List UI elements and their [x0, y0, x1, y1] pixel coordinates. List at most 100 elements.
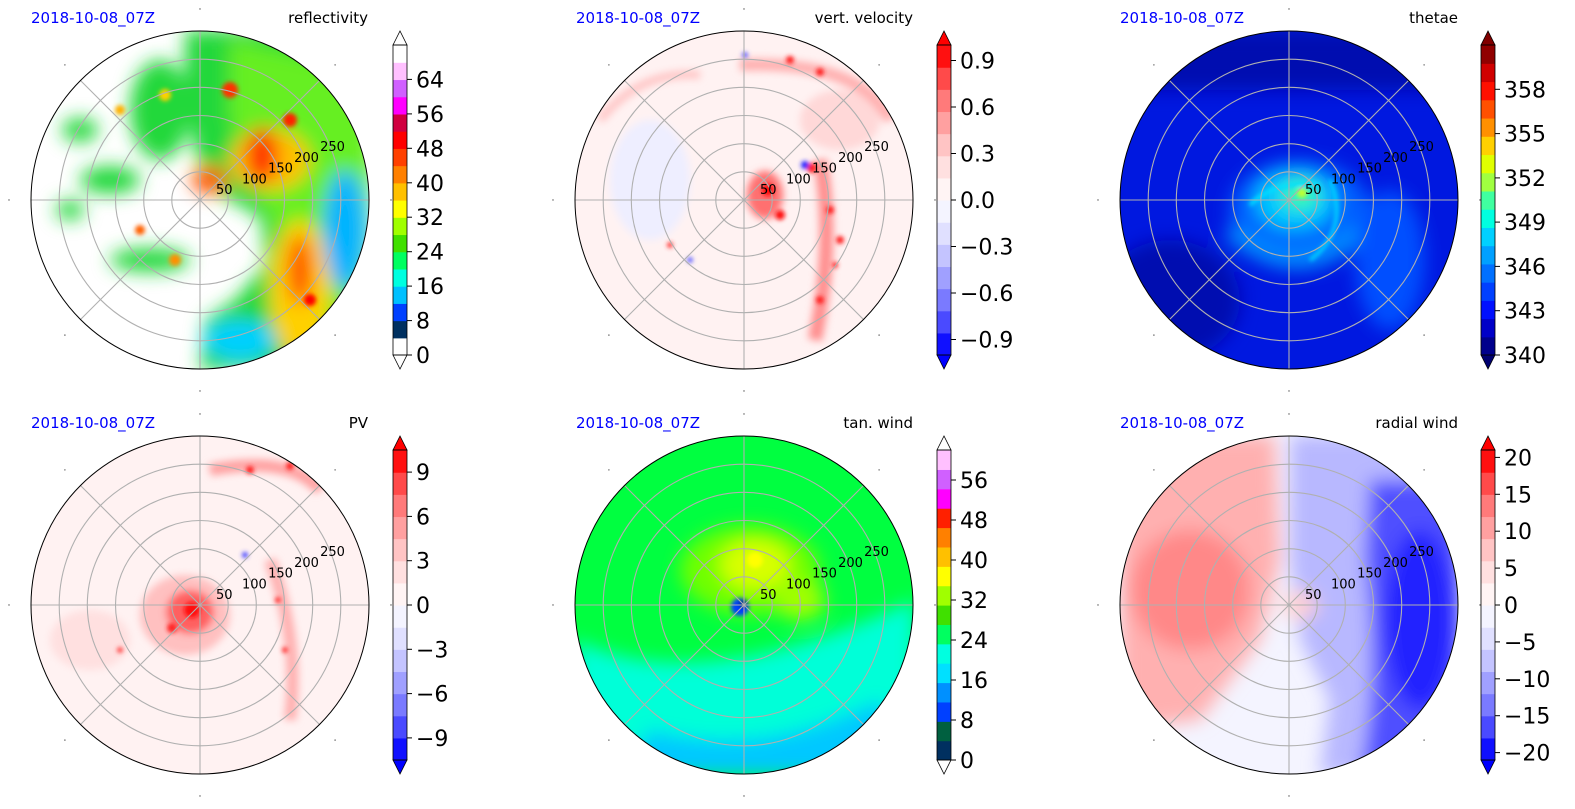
colorbar-tick-label: −9 — [416, 727, 448, 752]
colorbar-swatch — [937, 67, 951, 90]
polar-grid — [1097, 413, 1481, 797]
grid-spoke — [80, 485, 201, 606]
colorbar-swatch — [393, 79, 407, 98]
angle-tick — [8, 199, 10, 201]
ring-label: 200 — [294, 556, 319, 571]
colorbar-swatch — [937, 508, 951, 529]
grid-spoke — [624, 604, 745, 725]
grid-spoke — [743, 485, 864, 606]
ring-label: 100 — [786, 172, 811, 187]
colorbar-swatch — [1481, 172, 1495, 192]
colorbar-tick-label: 3 — [416, 550, 430, 575]
colorbar-swatch — [937, 450, 951, 470]
colorbar-swatch — [937, 663, 951, 684]
angle-tick — [1288, 795, 1290, 797]
colorbar-tick-label: −10 — [1504, 668, 1550, 693]
angle-tick — [608, 469, 610, 471]
polar-grid — [8, 8, 392, 392]
colorbar-swatch — [1481, 649, 1495, 673]
ring-label: 250 — [864, 545, 889, 560]
colorbar-tick-label: −6 — [416, 683, 448, 708]
angle-tick — [199, 390, 201, 392]
angle-tick — [878, 334, 880, 336]
panel-title: vert. velocity — [815, 9, 913, 27]
colorbar-tick-label: 0.6 — [960, 96, 995, 121]
angle-tick — [743, 390, 745, 392]
ring-label: 50 — [760, 183, 777, 198]
panel-tan-wind: 2018-10-08_07Z tan. wind 50100150200250 … — [552, 413, 988, 797]
colorbar: 0 8 16 24 32 40 48 56 64 — [392, 30, 444, 370]
angle-tick — [64, 739, 66, 741]
colorbar-tick-label: −0.3 — [960, 236, 1013, 261]
polar-grid — [552, 8, 936, 392]
angle-tick — [743, 8, 745, 10]
colorbar-tick-label: 352 — [1504, 167, 1546, 192]
colorbar-swatch — [937, 721, 951, 742]
panel-date: 2018-10-08_07Z — [576, 9, 700, 28]
panel-date: 2018-10-08_07Z — [576, 414, 700, 433]
colorbar-swatch — [937, 488, 951, 509]
colorbar-tick-label: 24 — [960, 629, 988, 654]
colorbar-swatch — [1481, 560, 1495, 584]
colorbar-swatch — [393, 337, 407, 356]
colorbar-swatch — [937, 469, 951, 490]
plot-boundary — [30, 30, 370, 370]
colorbar-swatch — [1481, 472, 1495, 495]
colorbar-swatch — [393, 693, 407, 717]
colorbar-swatch — [937, 605, 951, 625]
colorbar-swatch — [393, 472, 407, 495]
colorbar-swatch — [1481, 693, 1495, 717]
ring-label: 50 — [760, 588, 777, 603]
angle-tick — [608, 334, 610, 336]
colorbar-extend-min — [1480, 354, 1496, 370]
colorbar-extend-min — [392, 759, 408, 775]
ring-label: 100 — [242, 172, 267, 187]
ring-label: 150 — [1357, 567, 1382, 582]
colorbar-swatch — [393, 268, 407, 287]
colorbar-tick-label: 346 — [1504, 255, 1546, 280]
colorbar-tick-label: 349 — [1504, 211, 1546, 236]
colorbar-tick-label: 0 — [416, 594, 430, 619]
grid-spoke — [1288, 485, 1409, 606]
colorbar-swatch — [393, 45, 407, 63]
panel-title: PV — [349, 414, 369, 432]
grid-spoke — [1288, 199, 1409, 320]
grid-spoke — [1288, 604, 1409, 725]
colorbar-tick-label: 40 — [416, 172, 444, 197]
colorbar-swatch — [937, 643, 951, 664]
angle-tick — [1097, 604, 1099, 606]
colorbar-swatch — [937, 701, 951, 722]
colorbar-extend-min — [936, 759, 952, 775]
colorbar-tick-label: −15 — [1504, 705, 1550, 730]
colorbar-swatch — [937, 155, 951, 179]
colorbar: 9 6 3 0 −3 −6 −9 — [392, 435, 448, 775]
colorbar-tick-label: 358 — [1504, 78, 1546, 103]
angle-tick — [334, 469, 336, 471]
grid-spoke — [80, 199, 201, 320]
colorbar-swatch — [1481, 190, 1495, 210]
ring-label: 200 — [294, 151, 319, 166]
colorbar-swatch — [1481, 450, 1495, 473]
angle-tick — [878, 469, 880, 471]
grid-spoke — [743, 80, 864, 201]
colorbar-swatch — [937, 89, 951, 113]
colorbar-swatch — [937, 111, 951, 135]
angle-tick — [1153, 739, 1155, 741]
colorbar-frame — [1480, 44, 1496, 356]
colorbar-extend-min — [1480, 759, 1496, 775]
colorbar-swatch — [937, 177, 951, 201]
colorbar-swatch — [393, 286, 407, 304]
colorbar-swatch — [393, 516, 407, 540]
colorbar-tick-label: 9 — [416, 461, 430, 486]
angle-tick — [743, 413, 745, 415]
colorbar-tick-label: 56 — [416, 103, 444, 128]
colorbar-swatch — [1481, 154, 1495, 174]
colorbar-swatch — [393, 560, 407, 584]
colorbar-tick-label: 6 — [416, 505, 430, 530]
grid-spoke — [80, 80, 201, 201]
angle-tick — [1423, 334, 1425, 336]
colorbar-tick-label: 0.0 — [960, 189, 995, 214]
ring-label: 50 — [1305, 588, 1322, 603]
